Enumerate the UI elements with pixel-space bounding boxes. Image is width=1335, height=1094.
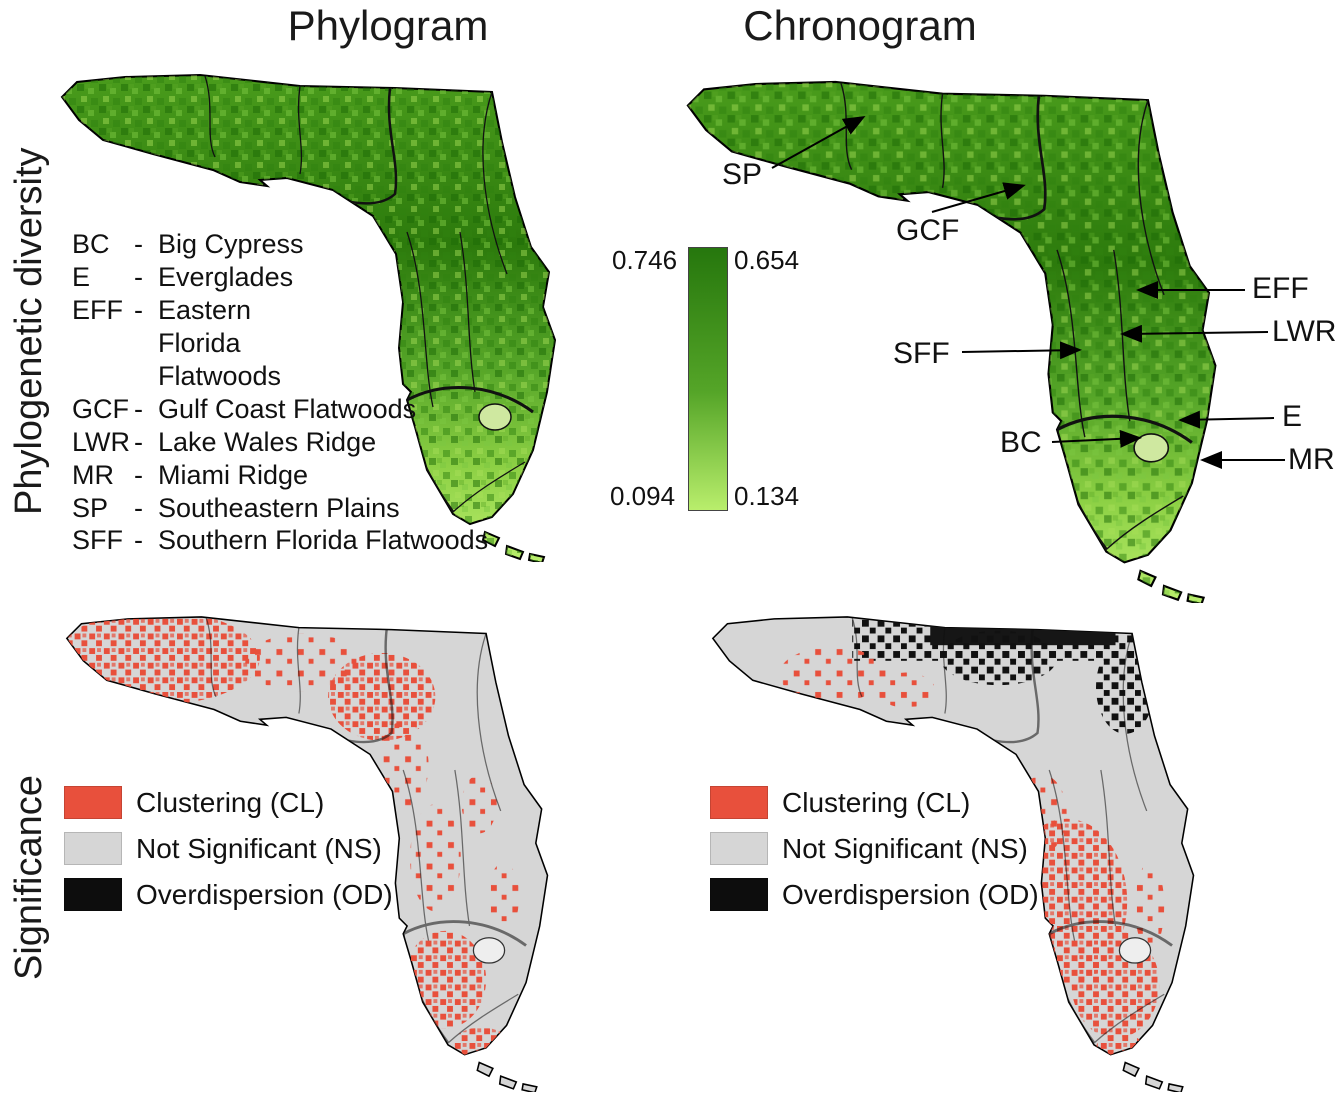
significance-legend-phylogram: Clustering (CL) Not Significant (NS) Ove… — [64, 786, 464, 924]
abbr-name: Miami Ridge — [158, 459, 309, 490]
abbr-dash: - — [134, 294, 143, 325]
abbr-name: Gulf Coast Flatwoods — [158, 393, 417, 424]
abbr-code: LWR — [72, 426, 130, 457]
abbr-dash: - — [134, 426, 143, 457]
abbr-name: Big Cypress — [158, 229, 304, 259]
legend-row-clustering: Clustering (CL) — [64, 786, 464, 819]
overdispersion-label: Overdispersion (OD) — [136, 878, 393, 910]
lake-okeechobee — [1118, 937, 1152, 964]
lake-okeechobee — [1133, 433, 1170, 463]
colorbar-phylogram-max: 0.746 — [612, 245, 678, 275]
abbr-dash: - — [134, 492, 143, 523]
clustering-swatch — [710, 786, 768, 819]
abbr-dash: - — [134, 393, 143, 424]
map-chronogram-significance — [712, 616, 1195, 1092]
colorbar-phylogram-min: 0.094 — [610, 481, 676, 511]
abbr-dash: - — [134, 229, 143, 259]
not-significant-label: Not Significant (NS) — [782, 832, 1028, 864]
abbr-row: LWR - Lake Wales Ridge — [72, 426, 492, 459]
column-title-chronogram: Chronogram — [743, 2, 977, 49]
overdispersion-swatch — [710, 878, 768, 911]
abbr-code: SP — [72, 492, 109, 523]
abbr-dash: - — [134, 459, 143, 490]
abbr-name: Lake Wales Ridge — [158, 426, 377, 457]
not-significant-label: Not Significant (NS) — [136, 832, 382, 864]
region-label-gcf: GCF — [896, 214, 960, 247]
region-label-eff: EFF — [1252, 272, 1309, 305]
region-label-mr: MR — [1288, 443, 1335, 476]
colorbar: 0.746 0.654 0.094 0.134 — [610, 245, 821, 515]
abbr-dash: - — [134, 525, 143, 556]
overdispersion-swatch — [64, 878, 122, 911]
colorbar-chronogram-max: 0.654 — [734, 245, 800, 275]
abbr-code: SFF — [72, 525, 123, 556]
abbr-code: E — [72, 261, 91, 292]
abbr-row: SP - Southeastern Plains — [72, 492, 492, 525]
significance-clusters — [66, 616, 528, 1059]
colorbar-gradient — [688, 247, 728, 511]
abbr-row: SFF - Southern Florida Flatwoods — [72, 524, 492, 557]
legend-row-overdispersion: Overdispersion (OD) — [64, 878, 464, 911]
clustering-label: Clustering (CL) — [136, 786, 325, 818]
abbr-code: MR — [72, 459, 114, 490]
not-significant-swatch — [710, 832, 768, 865]
abbr-name: Eastern Florida Flatwoods — [158, 294, 282, 391]
lake-okeechobee — [478, 403, 512, 431]
legend-row-overdispersion: Overdispersion (OD) — [710, 878, 1110, 911]
overdispersion-label: Overdispersion (OD) — [782, 878, 1039, 910]
clustering-label: Clustering (CL) — [782, 786, 971, 818]
region-label-sp: SP — [722, 158, 763, 191]
row-label-phylogenetic-diversity: Phylogenetic diversity — [8, 147, 50, 515]
abbr-row: MR - Miami Ridge — [72, 459, 492, 492]
significance-legend-chronogram: Clustering (CL) Not Significant (NS) Ove… — [710, 786, 1110, 924]
abbreviation-legend: BC - Big Cypress E - Everglades EFF - Eastern … — [72, 228, 492, 557]
abbr-code: EFF — [72, 294, 123, 325]
region-label-sff: SFF — [893, 337, 950, 370]
abbr-row: BC - Big Cypress — [72, 228, 492, 261]
abbr-row: E - Everglades — [72, 261, 492, 294]
abbr-code: BC — [72, 229, 110, 259]
map-chronogram-diversity — [686, 80, 1217, 603]
region-label-e: E — [1282, 400, 1303, 433]
abbr-name: Southeastern Plains — [158, 492, 400, 523]
legend-row-not-significant: Not Significant (NS) — [710, 832, 1110, 865]
column-title-phylogram: Phylogram — [287, 2, 489, 49]
abbr-code: GCF — [72, 393, 129, 424]
abbr-row: EFF - Eastern Florida Flatwoods — [72, 294, 492, 393]
not-significant-swatch — [64, 832, 122, 865]
abbr-name: Southern Florida Flatwoods — [158, 525, 489, 556]
region-label-lwr: LWR — [1272, 315, 1335, 348]
clustering-swatch — [64, 786, 122, 819]
abbr-name: Everglades — [158, 261, 294, 292]
legend-row-clustering: Clustering (CL) — [710, 786, 1110, 819]
abbr-dash: - — [134, 261, 143, 292]
colorbar-chronogram-min: 0.134 — [734, 481, 800, 511]
map-phylogram-diversity — [61, 74, 556, 562]
row-label-significance: Significance — [8, 775, 50, 980]
legend-row-not-significant: Not Significant (NS) — [64, 832, 464, 865]
abbr-row: GCF - Gulf Coast Flatwoods — [72, 393, 492, 426]
region-label-bc: BC — [1000, 426, 1042, 459]
map-phylogram-significance — [66, 616, 549, 1092]
lake-okeechobee — [472, 937, 506, 964]
